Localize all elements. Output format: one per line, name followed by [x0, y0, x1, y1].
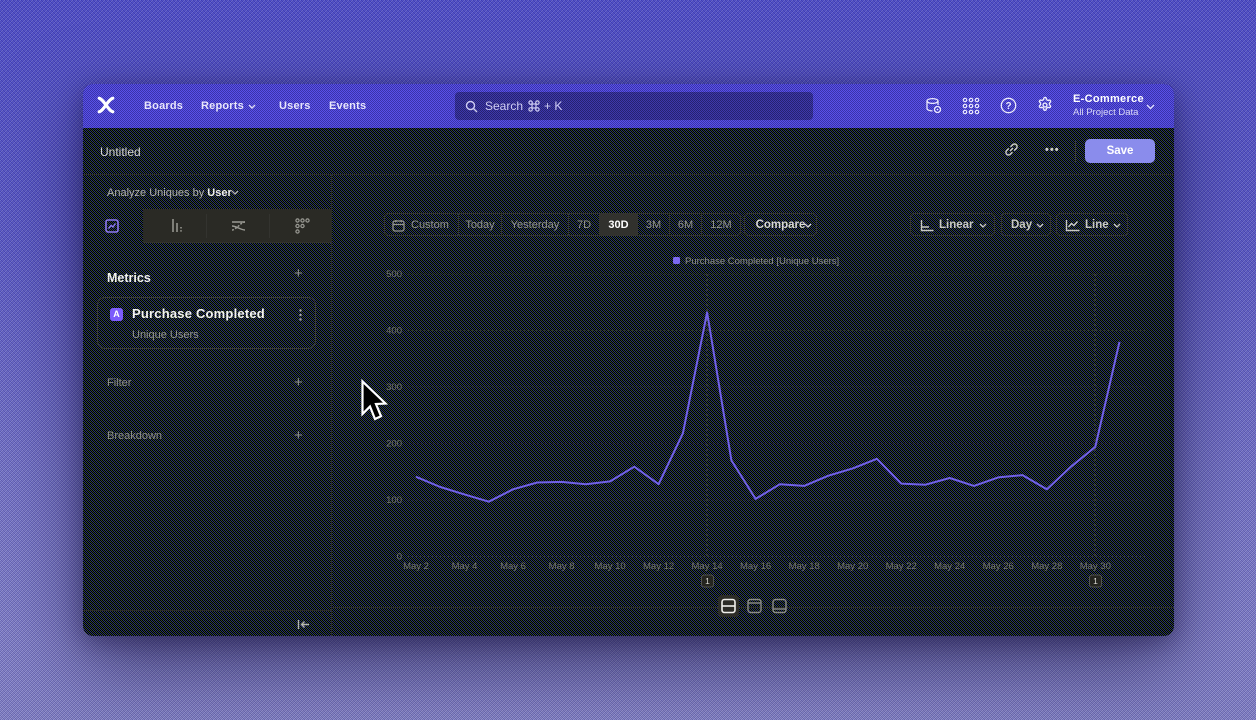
svg-text:May 24: May 24 [934, 561, 965, 572]
svg-text:May 18: May 18 [789, 561, 820, 572]
svg-text:1: 1 [705, 576, 710, 586]
svg-text:May 12: May 12 [643, 561, 674, 572]
svg-text:May 2: May 2 [403, 561, 429, 572]
svg-text:May 6: May 6 [500, 561, 526, 572]
svg-text:200: 200 [386, 439, 402, 450]
svg-text:?: ? [1005, 101, 1011, 112]
svg-text:May 28: May 28 [1031, 561, 1062, 572]
svg-text:0: 0 [397, 552, 402, 563]
svg-text:400: 400 [386, 326, 402, 337]
svg-text:300: 300 [386, 382, 402, 393]
svg-text:May 16: May 16 [740, 561, 771, 572]
svg-text:Purchase Completed [Unique Use: Purchase Completed [Unique Users] [685, 256, 839, 267]
svg-text:May 4: May 4 [452, 561, 478, 572]
svg-text:May 20: May 20 [837, 561, 868, 572]
svg-text:1: 1 [1093, 576, 1098, 586]
svg-text:100: 100 [386, 495, 402, 506]
svg-text:May 14: May 14 [692, 561, 723, 572]
svg-text:May 22: May 22 [886, 561, 917, 572]
svg-text:May 26: May 26 [983, 561, 1014, 572]
svg-text:May 8: May 8 [549, 561, 575, 572]
svg-text:May 30: May 30 [1080, 561, 1111, 572]
svg-text:500: 500 [386, 269, 402, 280]
svg-text:May 10: May 10 [595, 561, 626, 572]
